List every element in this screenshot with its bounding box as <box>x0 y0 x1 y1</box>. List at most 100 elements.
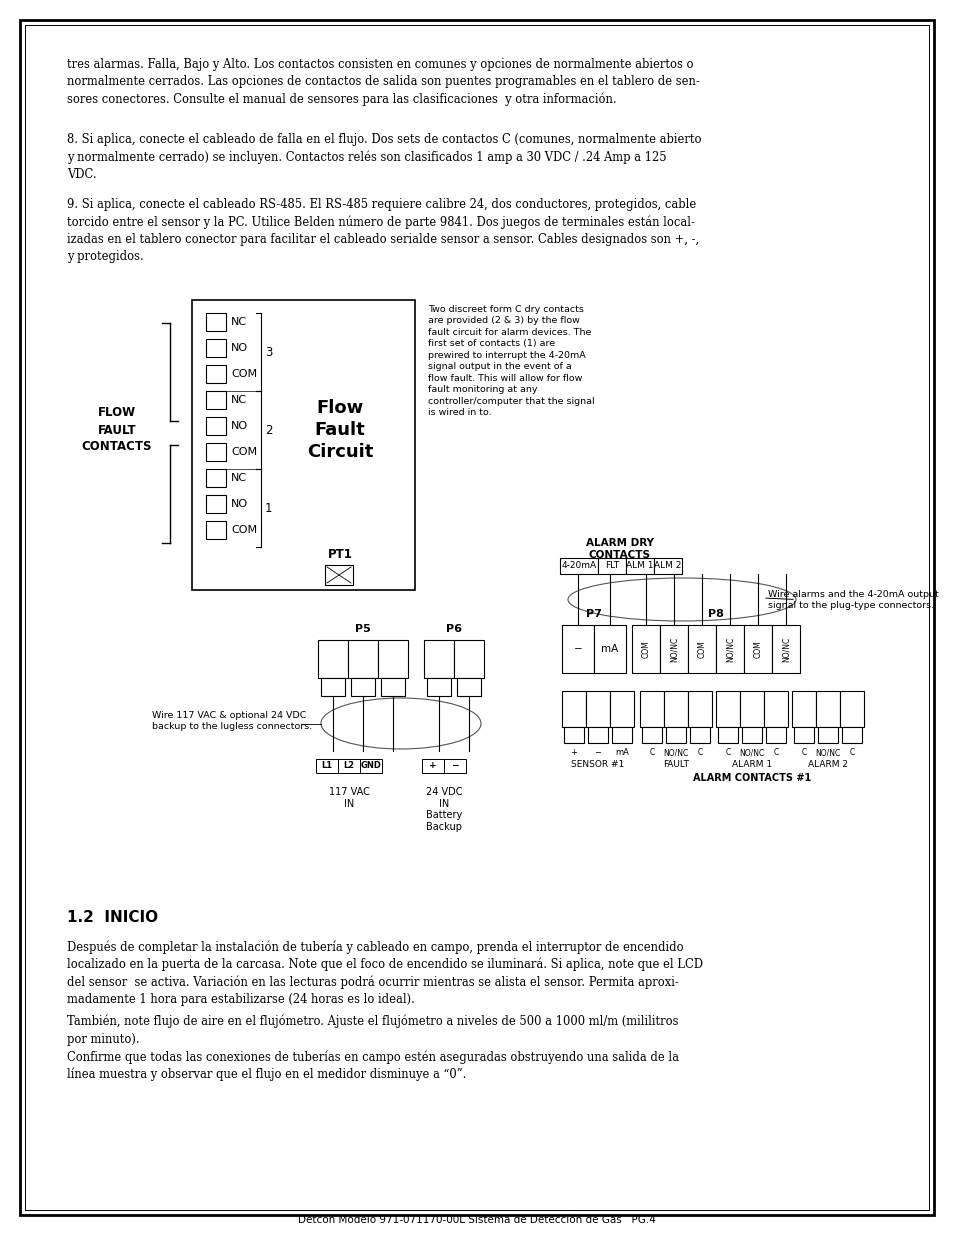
Text: P8: P8 <box>707 609 723 619</box>
Text: COM: COM <box>231 525 257 535</box>
Text: P7: P7 <box>585 609 601 619</box>
Text: COM: COM <box>231 369 257 379</box>
Bar <box>765 727 785 743</box>
Bar <box>325 564 353 585</box>
Bar <box>351 678 375 697</box>
Bar <box>718 727 738 743</box>
Bar <box>689 727 709 743</box>
Bar <box>771 625 800 673</box>
Bar <box>377 640 408 678</box>
Bar <box>587 727 607 743</box>
Text: NO/NC: NO/NC <box>724 636 734 662</box>
Text: También, note flujo de aire en el flujómetro. Ajuste el flujómetro a niveles de : También, note flujo de aire en el flujóm… <box>67 1015 678 1046</box>
Bar <box>206 338 226 357</box>
Bar <box>421 760 443 773</box>
Text: PT1: PT1 <box>327 548 352 562</box>
Text: GND: GND <box>360 762 381 771</box>
Text: FLOW
FAULT
CONTACTS: FLOW FAULT CONTACTS <box>82 406 152 453</box>
Text: NO: NO <box>231 499 248 509</box>
Bar <box>791 692 815 727</box>
Bar <box>423 640 454 678</box>
Text: NO: NO <box>231 343 248 353</box>
Bar <box>598 558 625 574</box>
Text: 8. Si aplica, conecte el cableado de falla en el flujo. Dos sets de contactos C : 8. Si aplica, conecte el cableado de fal… <box>67 133 700 180</box>
Text: FLT: FLT <box>604 562 618 571</box>
Bar <box>380 678 405 697</box>
Bar <box>206 469 226 487</box>
Bar <box>743 625 771 673</box>
Text: 4-20mA: 4-20mA <box>561 562 596 571</box>
Text: ALARM 1: ALARM 1 <box>731 760 771 769</box>
Text: ALARM DRY
CONTACTS: ALARM DRY CONTACTS <box>585 538 654 559</box>
Bar <box>206 521 226 538</box>
Bar <box>559 558 598 574</box>
Bar <box>631 625 659 673</box>
Text: COM: COM <box>697 640 706 658</box>
Bar <box>663 692 687 727</box>
Text: NO/NC: NO/NC <box>815 748 840 757</box>
Text: P6: P6 <box>446 624 461 634</box>
Bar <box>561 625 594 673</box>
Bar <box>454 640 483 678</box>
Text: 117 VAC
IN: 117 VAC IN <box>328 787 369 809</box>
Bar <box>641 727 661 743</box>
Bar <box>359 760 381 773</box>
Text: Después de completar la instalación de tubería y cableado en campo, prenda el in: Después de completar la instalación de t… <box>67 940 702 1005</box>
Text: Wire 117 VAC & optional 24 VDC
backup to the lugless connectors.: Wire 117 VAC & optional 24 VDC backup to… <box>152 711 312 731</box>
Text: ALARM 2: ALARM 2 <box>807 760 847 769</box>
Bar <box>456 678 480 697</box>
Text: NC: NC <box>231 473 247 483</box>
Bar <box>561 692 585 727</box>
Text: 3: 3 <box>265 346 273 358</box>
Text: ALM 2: ALM 2 <box>654 562 681 571</box>
Text: Flow
Fault
Circuit: Flow Fault Circuit <box>307 399 373 461</box>
Bar <box>594 625 625 673</box>
Bar <box>192 300 415 590</box>
Text: 24 VDC
IN
Battery
Backup: 24 VDC IN Battery Backup <box>425 787 462 832</box>
Bar <box>315 760 337 773</box>
Bar <box>612 727 631 743</box>
Text: L1: L1 <box>321 762 333 771</box>
Bar <box>817 727 837 743</box>
Text: 1.2  INICIO: 1.2 INICIO <box>67 910 158 925</box>
Text: NO/NC: NO/NC <box>781 636 790 662</box>
Bar <box>206 366 226 383</box>
Bar <box>716 625 743 673</box>
Text: COM: COM <box>231 447 257 457</box>
Text: −: − <box>451 762 458 771</box>
Text: 1: 1 <box>265 501 273 515</box>
Text: −: − <box>594 748 601 757</box>
Bar <box>206 312 226 331</box>
Text: NO/NC: NO/NC <box>669 636 678 662</box>
Bar <box>740 692 763 727</box>
Text: Confirme que todas las conexiones de tuberías en campo estén aseguradas obstruye: Confirme que todas las conexiones de tub… <box>67 1050 679 1081</box>
Text: C: C <box>649 748 654 757</box>
Text: FAULT: FAULT <box>662 760 688 769</box>
Text: SENSOR #1: SENSOR #1 <box>571 760 624 769</box>
Bar <box>348 640 377 678</box>
Bar <box>741 727 761 743</box>
Text: NC: NC <box>231 395 247 405</box>
Bar <box>840 692 863 727</box>
Bar <box>639 692 663 727</box>
Bar <box>206 495 226 513</box>
Text: COM: COM <box>753 640 761 658</box>
Text: tres alarmas. Falla, Bajo y Alto. Los contactos consisten en comunes y opciones : tres alarmas. Falla, Bajo y Alto. Los co… <box>67 58 699 106</box>
Bar <box>716 692 740 727</box>
Bar <box>654 558 681 574</box>
Bar <box>687 692 711 727</box>
Bar <box>665 727 685 743</box>
Text: L2: L2 <box>343 762 355 771</box>
Text: mA: mA <box>615 748 628 757</box>
Text: ALM 1: ALM 1 <box>625 562 653 571</box>
Bar <box>317 640 348 678</box>
Text: COM: COM <box>640 640 650 658</box>
Bar <box>427 678 451 697</box>
Text: C: C <box>724 748 730 757</box>
Text: +: + <box>429 762 436 771</box>
Bar <box>563 727 583 743</box>
Text: NO/NC: NO/NC <box>739 748 763 757</box>
Bar <box>443 760 465 773</box>
Text: 2: 2 <box>265 424 273 436</box>
Text: mA: mA <box>600 643 618 655</box>
